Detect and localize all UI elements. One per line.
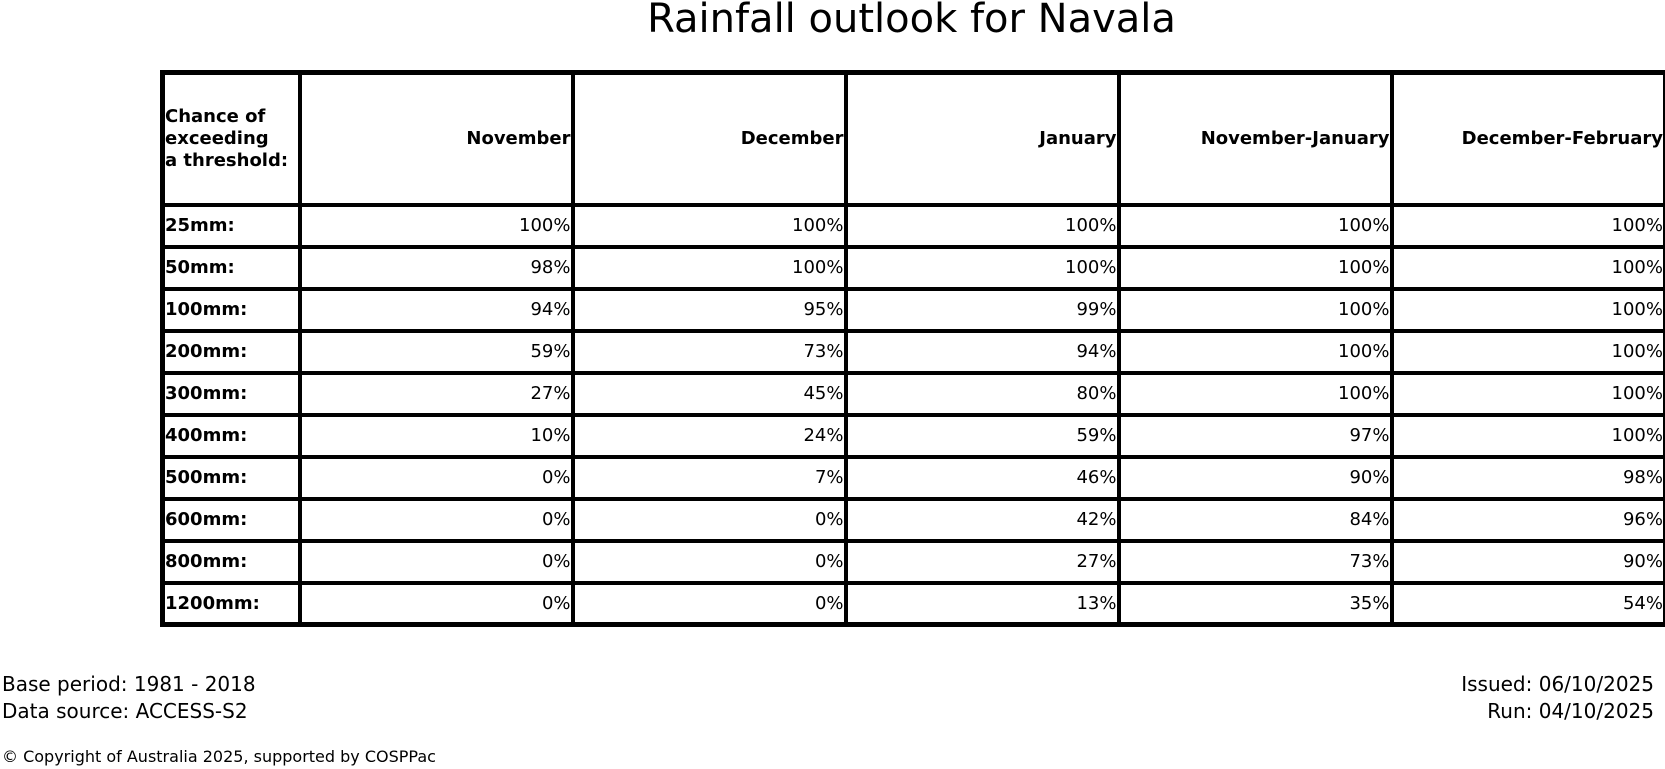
value-cell: 0% (297, 580, 575, 627)
value-cell: 97% (1116, 412, 1394, 459)
column-header-december: December (570, 70, 848, 207)
run-date-text: Run: 04/10/2025 (1487, 699, 1654, 723)
value-cell: 100% (843, 202, 1121, 249)
value-cell: 100% (1389, 370, 1665, 417)
table-header-row: Chance of exceeding a threshold: Novembe… (160, 70, 1665, 207)
value-cell: 27% (843, 538, 1121, 585)
row-label: 25mm: (160, 202, 302, 249)
value-cell: 100% (297, 202, 575, 249)
column-header-december-february: December-February (1389, 70, 1665, 207)
column-header-november-january: November-January (1116, 70, 1394, 207)
value-cell: 100% (1389, 412, 1665, 459)
value-cell: 0% (297, 496, 575, 543)
value-cell: 10% (297, 412, 575, 459)
table-row-400mm: 400mm: 10% 24% 59% 97% 100% (160, 412, 1665, 459)
column-header-january: January (843, 70, 1121, 207)
value-cell: 0% (297, 538, 575, 585)
value-cell: 46% (843, 454, 1121, 501)
value-cell: 100% (1116, 202, 1394, 249)
value-cell: 100% (1389, 286, 1665, 333)
value-cell: 13% (843, 580, 1121, 627)
page-title: Rainfall outlook for Navala (647, 0, 1176, 42)
row-label: 300mm: (160, 370, 302, 417)
value-cell: 0% (570, 496, 848, 543)
value-cell: 24% (570, 412, 848, 459)
value-cell: 100% (1116, 328, 1394, 375)
value-cell: 0% (297, 454, 575, 501)
value-cell: 100% (1389, 328, 1665, 375)
table-row-1200mm: 1200mm: 0% 0% 13% 35% 54% (160, 580, 1665, 627)
value-cell: 59% (843, 412, 1121, 459)
footer-left: Base period: 1981 - 2018 Data source: AC… (2, 671, 256, 725)
value-cell: 59% (297, 328, 575, 375)
column-header-november: November (297, 70, 575, 207)
value-cell: 100% (1116, 370, 1394, 417)
value-cell: 73% (1116, 538, 1394, 585)
data-source-text: Data source: ACCESS-S2 (2, 699, 248, 723)
value-cell: 42% (843, 496, 1121, 543)
row-label: 200mm: (160, 328, 302, 375)
row-label: 800mm: (160, 538, 302, 585)
value-cell: 84% (1116, 496, 1394, 543)
copyright-text: © Copyright of Australia 2025, supported… (2, 747, 436, 766)
row-label: 500mm: (160, 454, 302, 501)
value-cell: 54% (1389, 580, 1665, 627)
value-cell: 45% (570, 370, 848, 417)
row-label: 50mm: (160, 244, 302, 291)
value-cell: 100% (570, 202, 848, 249)
row-label: 1200mm: (160, 580, 302, 627)
table-row-300mm: 300mm: 27% 45% 80% 100% 100% (160, 370, 1665, 417)
value-cell: 94% (843, 328, 1121, 375)
value-cell: 98% (1389, 454, 1665, 501)
value-cell: 90% (1389, 538, 1665, 585)
table-row-600mm: 600mm: 0% 0% 42% 84% 96% (160, 496, 1665, 543)
value-cell: 35% (1116, 580, 1394, 627)
value-cell: 98% (297, 244, 575, 291)
row-label: 100mm: (160, 286, 302, 333)
value-cell: 73% (570, 328, 848, 375)
table-row-50mm: 50mm: 98% 100% 100% 100% 100% (160, 244, 1665, 291)
value-cell: 80% (843, 370, 1121, 417)
table-row-200mm: 200mm: 59% 73% 94% 100% 100% (160, 328, 1665, 375)
value-cell: 94% (297, 286, 575, 333)
value-cell: 7% (570, 454, 848, 501)
base-period-text: Base period: 1981 - 2018 (2, 672, 256, 696)
value-cell: 0% (570, 580, 848, 627)
value-cell: 100% (570, 244, 848, 291)
issued-date-text: Issued: 06/10/2025 (1461, 672, 1654, 696)
value-cell: 95% (570, 286, 848, 333)
value-cell: 27% (297, 370, 575, 417)
value-cell: 100% (843, 244, 1121, 291)
table-row-25mm: 25mm: 100% 100% 100% 100% 100% (160, 202, 1665, 249)
value-cell: 99% (843, 286, 1121, 333)
value-cell: 90% (1116, 454, 1394, 501)
rainfall-outlook-table: Chance of exceeding a threshold: Novembe… (160, 70, 1665, 627)
value-cell: 100% (1116, 244, 1394, 291)
value-cell: 96% (1389, 496, 1665, 543)
footer-right: Issued: 06/10/2025 Run: 04/10/2025 (1461, 671, 1654, 725)
table-row-500mm: 500mm: 0% 7% 46% 90% 98% (160, 454, 1665, 501)
value-cell: 100% (1116, 286, 1394, 333)
table-row-800mm: 800mm: 0% 0% 27% 73% 90% (160, 538, 1665, 585)
row-label: 600mm: (160, 496, 302, 543)
row-label: 400mm: (160, 412, 302, 459)
value-cell: 100% (1389, 202, 1665, 249)
value-cell: 100% (1389, 244, 1665, 291)
corner-header: Chance of exceeding a threshold: (160, 70, 302, 207)
value-cell: 0% (570, 538, 848, 585)
table-row-100mm: 100mm: 94% 95% 99% 100% 100% (160, 286, 1665, 333)
